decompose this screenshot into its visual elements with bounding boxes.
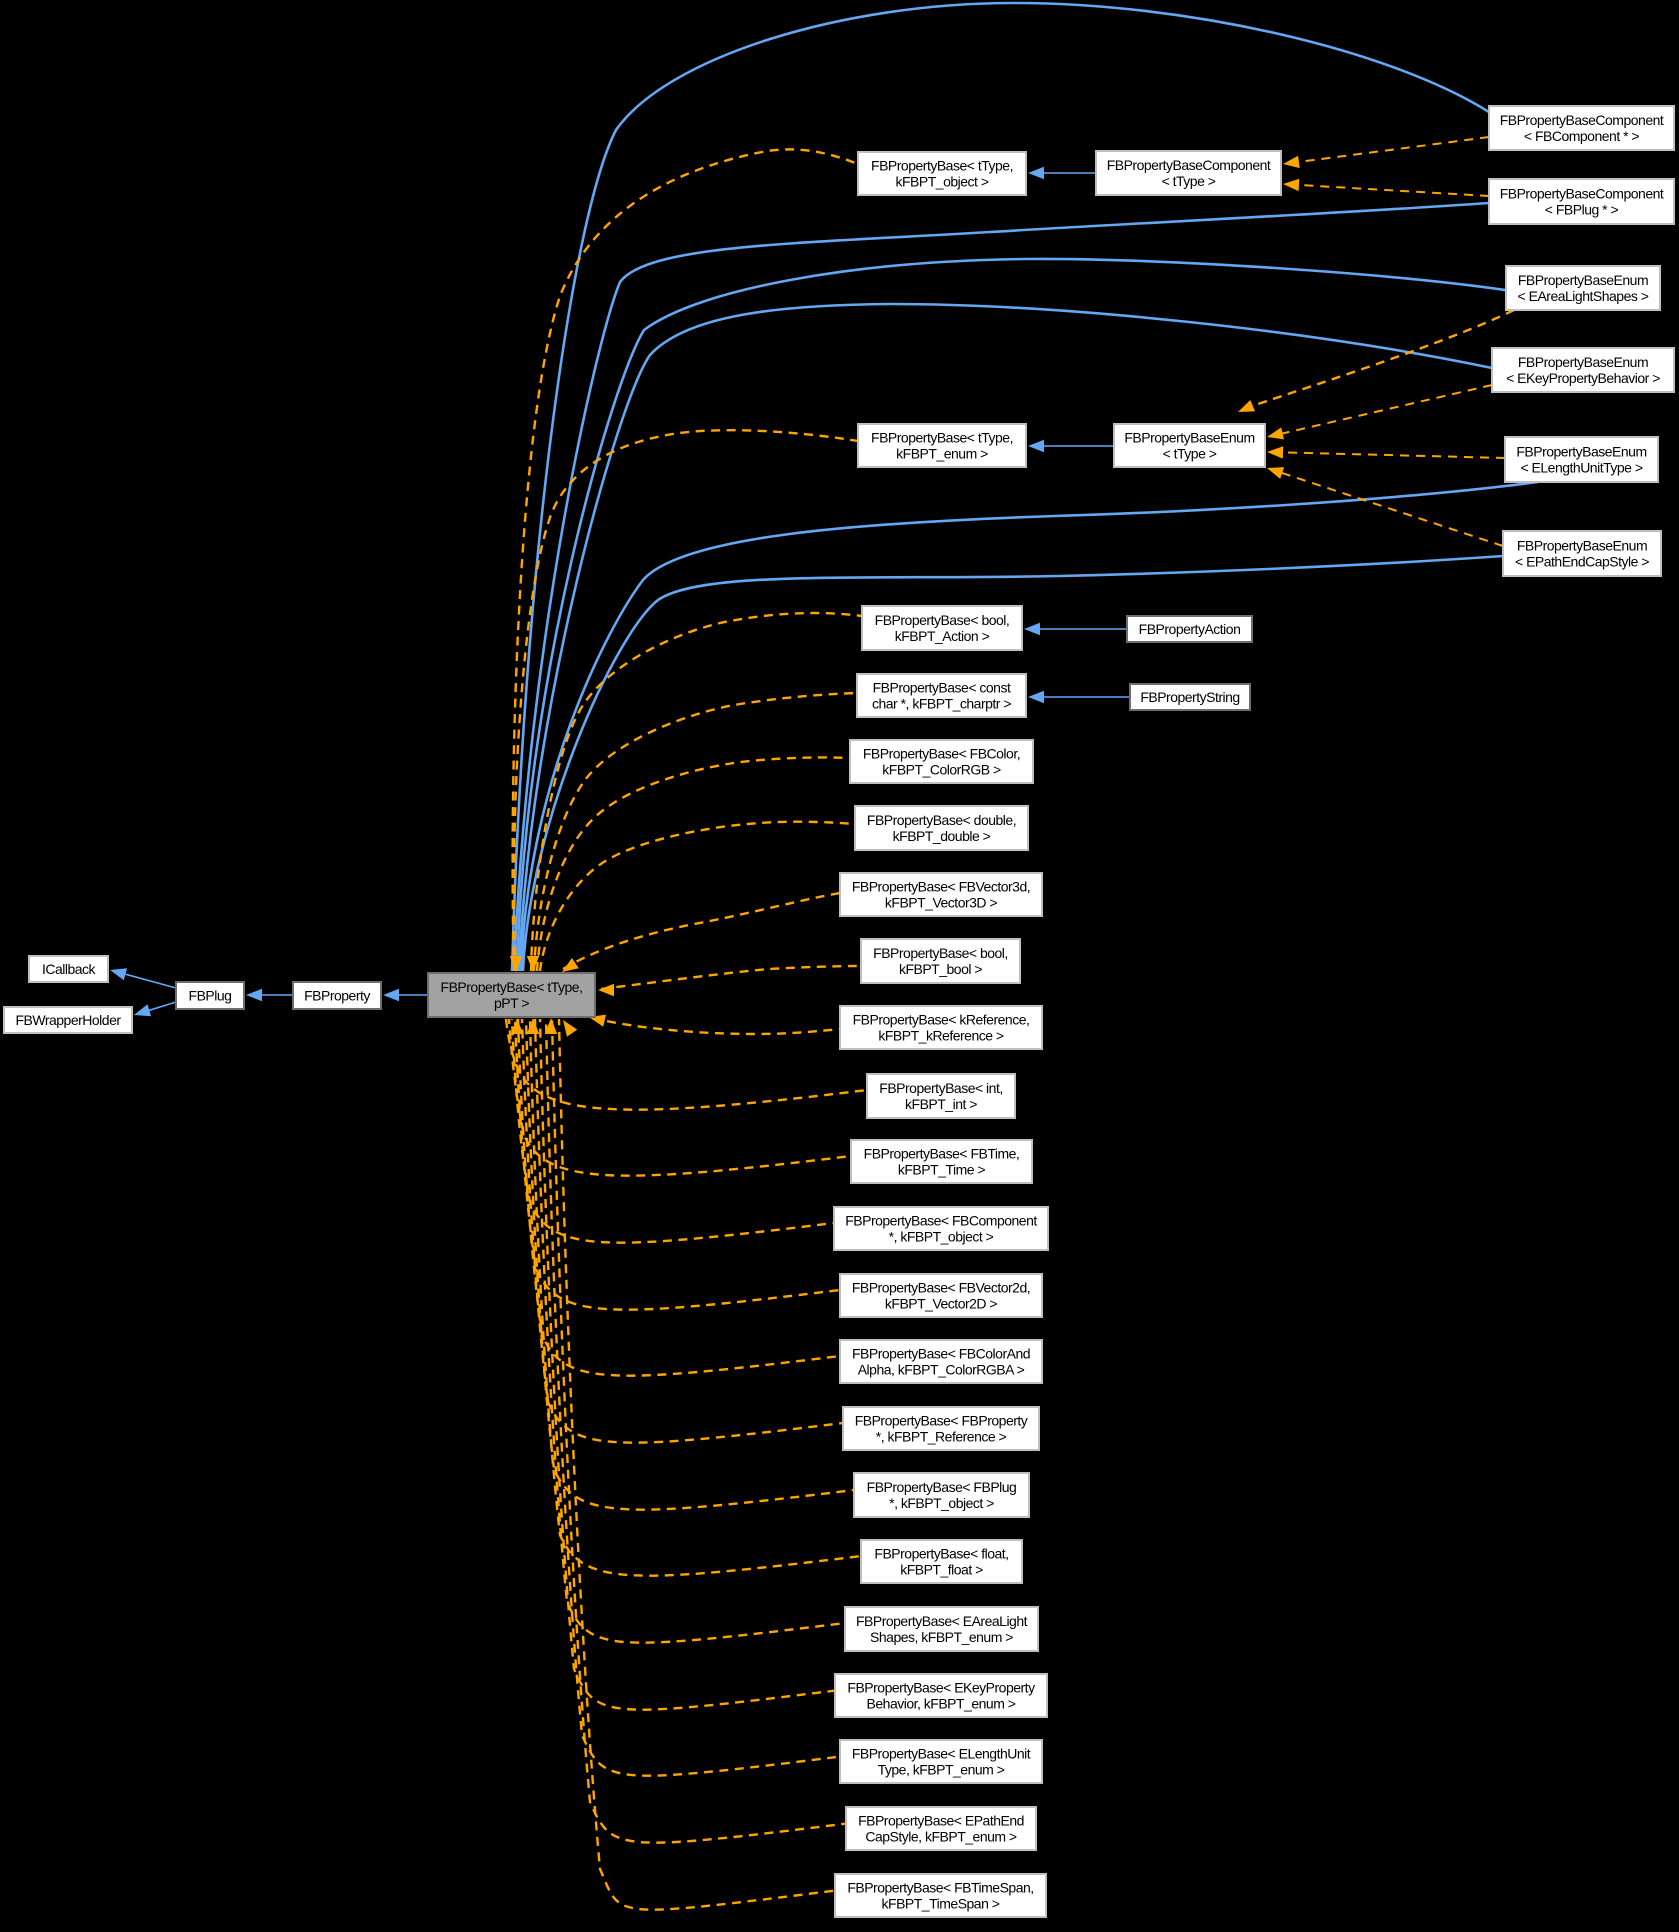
- svg-text:FBPropertyBase< FBVector3d,: FBPropertyBase< FBVector3d,: [852, 879, 1030, 895]
- svg-text:< ELengthUnitType >: < ELengthUnitType >: [1520, 460, 1642, 476]
- svg-text:FBPropertyBaseComponent: FBPropertyBaseComponent: [1500, 186, 1664, 202]
- svg-text:ICallback: ICallback: [42, 961, 97, 977]
- svg-text:< tType >: < tType >: [1163, 446, 1217, 462]
- svg-text:FBPropertyBaseEnum: FBPropertyBaseEnum: [1516, 444, 1646, 460]
- svg-text:< EKeyPropertyBehavior >: < EKeyPropertyBehavior >: [1506, 370, 1660, 386]
- svg-text:FBPropertyBase< tType,: FBPropertyBase< tType,: [871, 158, 1013, 174]
- svg-text:FBPropertyBase< FBColor,: FBPropertyBase< FBColor,: [863, 746, 1020, 762]
- svg-text:FBPropertyBase< FBProperty: FBPropertyBase< FBProperty: [855, 1413, 1028, 1429]
- svg-text:FBPropertyBase< EPathEnd: FBPropertyBase< EPathEnd: [858, 1813, 1024, 1829]
- svg-text:kFBPT_int >: kFBPT_int >: [905, 1096, 977, 1112]
- svg-text:FBPropertyBaseEnum: FBPropertyBaseEnum: [1518, 272, 1648, 288]
- svg-text:kFBPT_Vector3D >: kFBPT_Vector3D >: [885, 895, 998, 911]
- svg-text:FBPropertyBase< float,: FBPropertyBase< float,: [874, 1546, 1008, 1562]
- svg-text:FBPropertyBase< EAreaLight: FBPropertyBase< EAreaLight: [856, 1613, 1028, 1629]
- svg-text:FBPropertyBase< FBColorAnd: FBPropertyBase< FBColorAnd: [852, 1346, 1030, 1362]
- svg-text:FBPropertyBaseEnum: FBPropertyBaseEnum: [1518, 354, 1648, 370]
- svg-text:*, kFBPT_object >: *, kFBPT_object >: [889, 1229, 994, 1245]
- svg-text:kFBPT_kReference >: kFBPT_kReference >: [878, 1028, 1004, 1044]
- svg-text:FBPropertyBase< const: FBPropertyBase< const: [873, 680, 1011, 696]
- svg-text:FBPropertyBase< FBTime,: FBPropertyBase< FBTime,: [864, 1146, 1020, 1162]
- svg-text:FBPropertyBase< double,: FBPropertyBase< double,: [867, 812, 1016, 828]
- svg-text:FBPropertyBaseEnum: FBPropertyBaseEnum: [1124, 430, 1254, 446]
- svg-text:FBPropertyBase< tType,: FBPropertyBase< tType,: [441, 979, 583, 995]
- svg-text:< EAreaLightShapes >: < EAreaLightShapes >: [1518, 288, 1649, 304]
- svg-text:FBPropertyBase< kReference,: FBPropertyBase< kReference,: [853, 1012, 1030, 1028]
- svg-text:< EPathEndCapStyle >: < EPathEndCapStyle >: [1515, 554, 1649, 570]
- svg-text:FBProperty: FBProperty: [304, 988, 370, 1004]
- svg-text:kFBPT_Action >: kFBPT_Action >: [895, 628, 990, 644]
- svg-text:*, kFBPT_Reference >: *, kFBPT_Reference >: [876, 1429, 1007, 1445]
- svg-text:kFBPT_float >: kFBPT_float >: [900, 1562, 983, 1578]
- svg-text:FBPropertyBaseComponent: FBPropertyBaseComponent: [1500, 112, 1664, 128]
- svg-text:*, kFBPT_object >: *, kFBPT_object >: [889, 1495, 994, 1511]
- svg-text:kFBPT_Vector2D >: kFBPT_Vector2D >: [885, 1296, 998, 1312]
- svg-text:kFBPT_TimeSpan >: kFBPT_TimeSpan >: [882, 1896, 1000, 1912]
- svg-text:FBPropertyBase< EKeyProperty: FBPropertyBase< EKeyProperty: [847, 1680, 1035, 1696]
- svg-text:FBPropertyBase< ELengthUnit: FBPropertyBase< ELengthUnit: [852, 1746, 1031, 1762]
- svg-text:FBPlug: FBPlug: [189, 988, 232, 1004]
- svg-text:< FBComponent * >: < FBComponent * >: [1524, 128, 1640, 144]
- svg-text:kFBPT_ColorRGB >: kFBPT_ColorRGB >: [882, 762, 1001, 778]
- svg-text:FBPropertyBase< bool,: FBPropertyBase< bool,: [873, 945, 1008, 961]
- svg-text:FBPropertyBase< tType,: FBPropertyBase< tType,: [871, 430, 1013, 446]
- svg-text:Shapes, kFBPT_enum >: Shapes, kFBPT_enum >: [870, 1629, 1013, 1645]
- svg-text:FBPropertyBaseComponent: FBPropertyBaseComponent: [1107, 157, 1271, 173]
- svg-text:char *, kFBPT_charptr >: char *, kFBPT_charptr >: [872, 696, 1011, 712]
- svg-text:FBPropertyBase< bool,: FBPropertyBase< bool,: [875, 612, 1010, 628]
- svg-text:FBPropertyBase< int,: FBPropertyBase< int,: [879, 1080, 1002, 1096]
- svg-text:kFBPT_enum >: kFBPT_enum >: [896, 446, 988, 462]
- svg-text:FBWrapperHolder: FBWrapperHolder: [15, 1012, 121, 1028]
- svg-text:< FBPlug * >: < FBPlug * >: [1545, 202, 1619, 218]
- svg-text:FBPropertyBase< FBComponent: FBPropertyBase< FBComponent: [845, 1213, 1037, 1229]
- svg-text:kFBPT_double >: kFBPT_double >: [893, 828, 991, 844]
- svg-text:Type, kFBPT_enum >: Type, kFBPT_enum >: [878, 1762, 1005, 1778]
- svg-text:kFBPT_Time >: kFBPT_Time >: [898, 1162, 986, 1178]
- svg-text:pPT >: pPT >: [494, 995, 529, 1011]
- svg-text:< tType >: < tType >: [1162, 173, 1216, 189]
- svg-text:CapStyle, kFBPT_enum >: CapStyle, kFBPT_enum >: [865, 1829, 1017, 1845]
- svg-text:Alpha, kFBPT_ColorRGBA >: Alpha, kFBPT_ColorRGBA >: [858, 1362, 1025, 1378]
- svg-text:kFBPT_object >: kFBPT_object >: [896, 174, 989, 190]
- svg-text:FBPropertyBase< FBTimeSpan,: FBPropertyBase< FBTimeSpan,: [847, 1880, 1033, 1896]
- svg-text:FBPropertyBase< FBPlug: FBPropertyBase< FBPlug: [867, 1479, 1017, 1495]
- svg-text:FBPropertyBase< FBVector2d,: FBPropertyBase< FBVector2d,: [852, 1280, 1030, 1296]
- svg-text:Behavior, kFBPT_enum >: Behavior, kFBPT_enum >: [867, 1696, 1016, 1712]
- svg-text:FBPropertyBaseEnum: FBPropertyBaseEnum: [1517, 538, 1647, 554]
- svg-text:FBPropertyString: FBPropertyString: [1140, 689, 1239, 705]
- svg-text:FBPropertyAction: FBPropertyAction: [1139, 621, 1241, 637]
- svg-text:kFBPT_bool >: kFBPT_bool >: [899, 961, 982, 977]
